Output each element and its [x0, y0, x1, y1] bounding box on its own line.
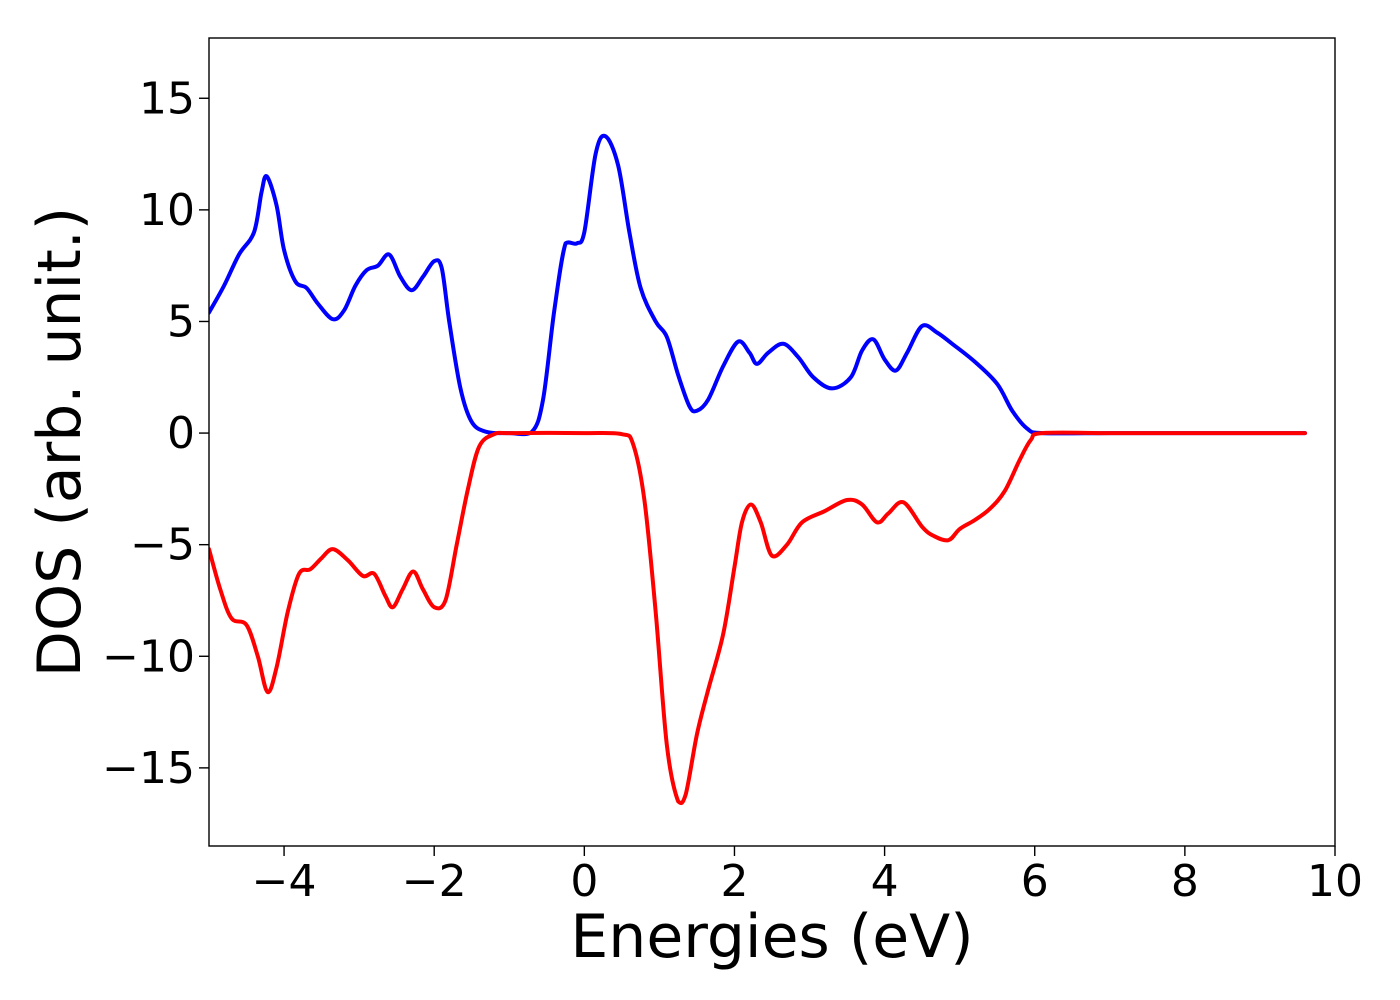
- y-axis-label: DOS (arb. unit.): [25, 207, 95, 677]
- y-tick-label: 10: [139, 185, 195, 236]
- y-tick-label: −15: [102, 743, 195, 794]
- y-axis-ticks: −15 −10 −5 0 5 10 15: [102, 73, 209, 794]
- y-tick-label: 0: [167, 408, 195, 459]
- x-tick-label: 2: [720, 856, 748, 907]
- x-tick-label: −2: [402, 856, 467, 907]
- x-tick-label: 4: [871, 856, 899, 907]
- y-tick-label: 15: [139, 73, 195, 124]
- y-tick-label: −5: [130, 520, 195, 571]
- x-tick-label: 8: [1171, 856, 1199, 907]
- x-tick-label: 6: [1021, 856, 1049, 907]
- dos-spin-down-line: [209, 430, 1307, 806]
- x-tick-label: 0: [570, 856, 598, 907]
- dos-spin-up-line: [209, 133, 1307, 437]
- y-tick-label: 5: [167, 296, 195, 347]
- x-tick-label: −4: [252, 856, 317, 907]
- series-layer: [209, 133, 1307, 806]
- x-tick-label: 10: [1307, 856, 1363, 907]
- plot-frame: [208, 37, 1336, 847]
- x-axis-ticks: −4 −2 0 2 4 6 8 10: [252, 846, 1363, 907]
- y-tick-label: −10: [102, 631, 195, 682]
- x-axis-label: Energies (eV): [570, 902, 973, 972]
